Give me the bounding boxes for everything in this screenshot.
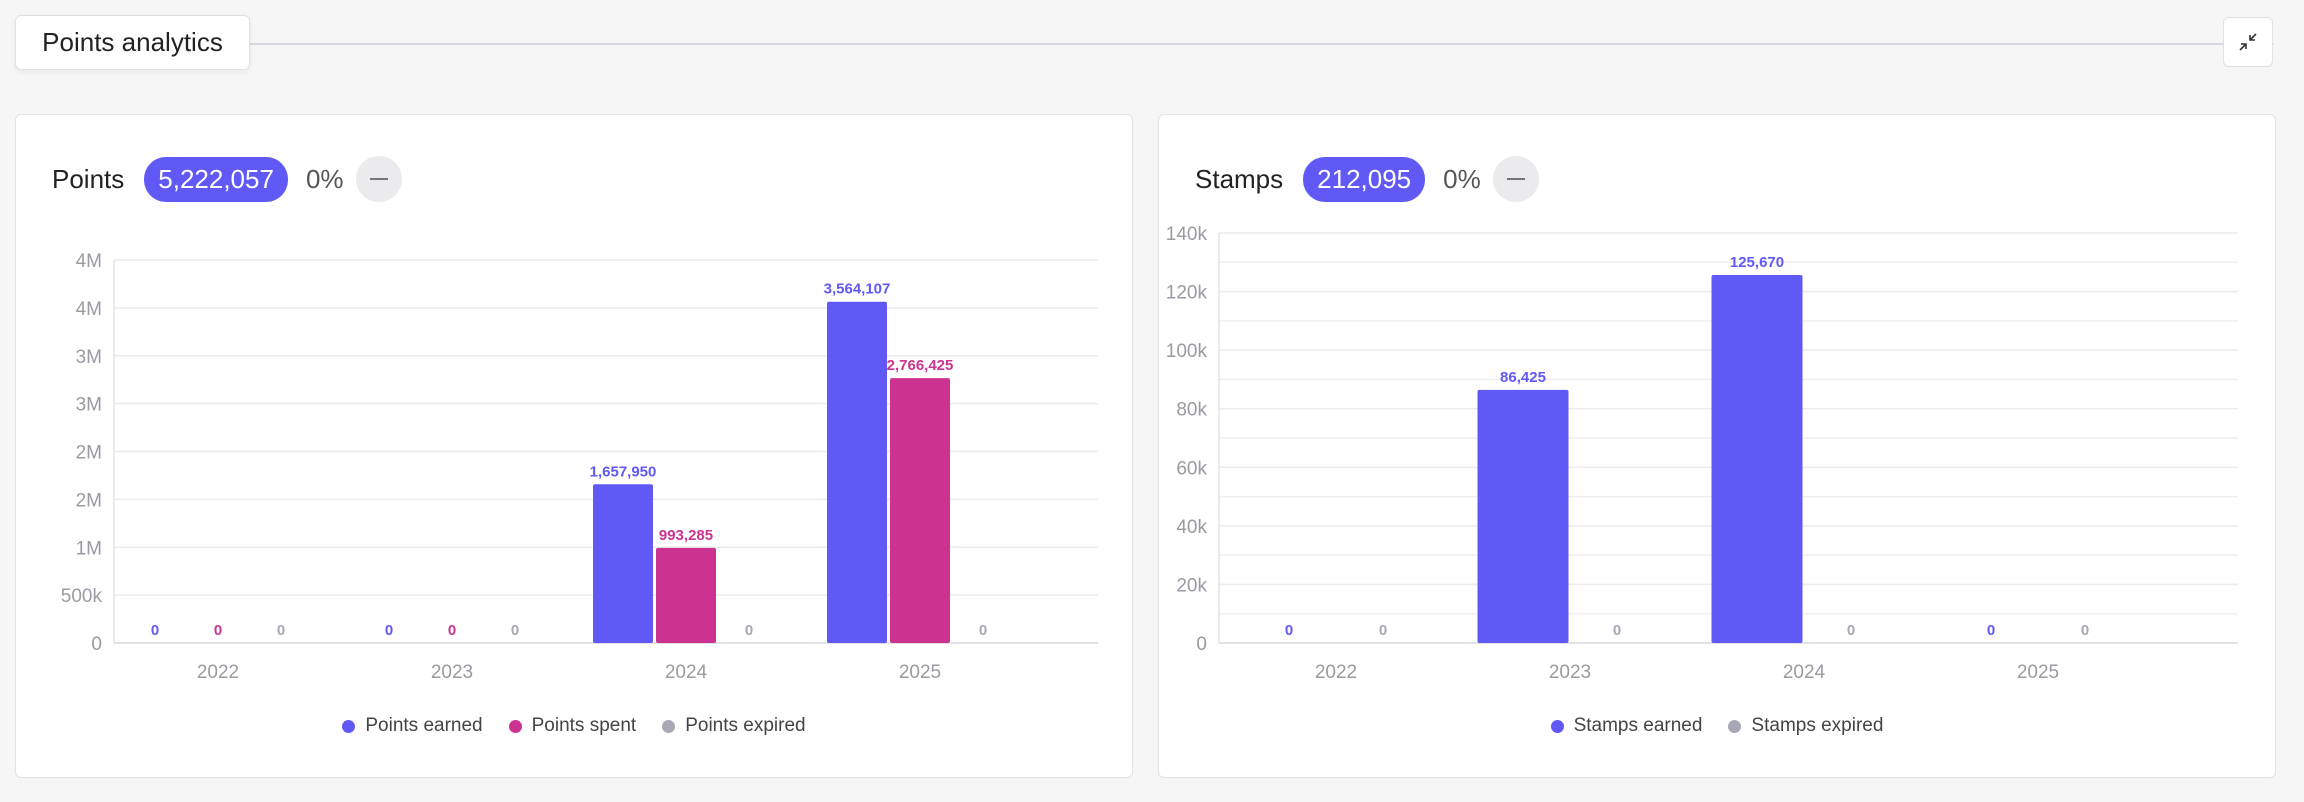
points-card: 0 500k 1M 2M 2M 3M 3M 4M 4M 2022 0 0 0 2023 0 0 0 2024 1,6… — [15, 114, 1133, 778]
x-tick-label: 2022 — [197, 662, 239, 683]
y-tick-label: 4M — [76, 299, 102, 320]
section-title-text: Points analytics — [42, 27, 223, 57]
data-label: 86,425 — [1500, 369, 1546, 386]
x-tick-label: 2022 — [1315, 662, 1357, 683]
y-tick-label: 0 — [1196, 634, 1207, 655]
y-tick-label: 3M — [76, 347, 102, 368]
bar-points-spent — [890, 378, 950, 643]
data-label: 2,766,425 — [887, 357, 954, 374]
y-tick-label: 40k — [1176, 517, 1207, 538]
data-label: 993,285 — [659, 527, 713, 544]
data-label: 0 — [1285, 622, 1293, 639]
stamps-total-badge: 212,095 — [1303, 156, 1426, 202]
dash-icon — [1492, 156, 1539, 202]
x-tick-label: 2025 — [899, 662, 941, 683]
section-title: Points analytics — [15, 15, 250, 70]
data-label: 3,564,107 — [824, 281, 891, 298]
data-label: 0 — [214, 622, 222, 639]
x-tick-label: 2025 — [2017, 662, 2059, 683]
y-tick-label: 2M — [76, 490, 102, 511]
y-tick-label: 20k — [1176, 575, 1207, 596]
data-label: 0 — [2081, 622, 2089, 639]
stamps-card: 0 20k 40k 60k 80k 100k 120k 140k 2022 0 0 2023 86,42… — [1158, 114, 2276, 778]
points-header: Points 5,222,057 0% — [52, 155, 402, 203]
bar-points-earned — [827, 301, 887, 643]
data-label: 0 — [511, 622, 519, 639]
collapse-button[interactable] — [2223, 17, 2273, 67]
y-tick-label: 100k — [1166, 341, 1208, 362]
x-tick-label: 2024 — [665, 662, 708, 683]
x-tick-label: 2024 — [1783, 662, 1826, 683]
header-divider — [250, 43, 2274, 45]
bar-points-earned — [593, 484, 653, 643]
points-legend: Points earned Points spent Points expire… — [16, 715, 1132, 737]
y-tick-label: 80k — [1176, 400, 1207, 421]
data-label: 0 — [1379, 622, 1387, 639]
data-label: 125,670 — [1730, 254, 1784, 271]
bar-points-spent — [656, 547, 716, 643]
y-tick-label: 4M — [76, 251, 102, 272]
legend-dot-icon — [1728, 719, 1742, 733]
data-label: 0 — [979, 622, 987, 639]
bar-stamps-earned — [1711, 274, 1803, 643]
y-tick-label: 3M — [76, 395, 102, 416]
y-tick-label: 500k — [61, 586, 103, 607]
legend-stamps-expired[interactable]: Stamps expired — [1728, 715, 1883, 737]
points-chart: 0 500k 1M 2M 2M 3M 3M 4M 4M 2022 0 0 0 2023 0 0 0 2024 1,6… — [61, 251, 1098, 683]
stamps-legend: Stamps earned Stamps expired — [1159, 715, 2275, 737]
collapse-arrows-icon — [2239, 33, 2257, 51]
bar-stamps-earned — [1477, 389, 1569, 643]
legend-points-spent[interactable]: Points spent — [508, 715, 637, 737]
legend-label: Stamps earned — [1573, 715, 1703, 736]
data-label: 0 — [1613, 622, 1621, 639]
stamps-header: Stamps 212,095 0% — [1195, 155, 1539, 203]
y-tick-label: 1M — [76, 538, 102, 559]
data-label: 0 — [385, 622, 393, 639]
legend-dot-icon — [342, 719, 356, 733]
legend-dot-icon — [662, 719, 676, 733]
legend-label: Stamps expired — [1751, 715, 1884, 736]
legend-label: Points expired — [685, 715, 806, 736]
x-tick-label: 2023 — [1549, 662, 1591, 683]
y-tick-label: 2M — [76, 443, 102, 464]
legend-label: Points earned — [365, 715, 483, 736]
stamps-change: 0% — [1443, 163, 1481, 194]
points-change: 0% — [305, 163, 344, 194]
legend-points-expired[interactable]: Points expired — [662, 715, 806, 737]
data-label: 0 — [1987, 622, 1995, 639]
y-tick-label: 140k — [1166, 224, 1208, 245]
y-tick-label: 60k — [1176, 458, 1207, 479]
legend-dot-icon — [508, 719, 522, 733]
data-label: 1,657,950 — [590, 463, 657, 480]
y-tick-label: 0 — [91, 634, 102, 655]
legend-dot-icon — [1550, 719, 1564, 733]
data-label: 0 — [1847, 622, 1855, 639]
stamps-title: Stamps — [1195, 163, 1284, 194]
legend-label: Points spent — [531, 715, 637, 736]
stamps-chart: 0 20k 40k 60k 80k 100k 120k 140k 2022 0 0 2023 86,42… — [1166, 224, 2238, 683]
legend-points-earned[interactable]: Points earned — [342, 715, 483, 737]
y-tick-label: 120k — [1166, 283, 1208, 304]
data-label: 0 — [151, 622, 159, 639]
x-tick-label: 2023 — [431, 662, 473, 683]
points-title: Points — [52, 163, 125, 194]
points-total-badge: 5,222,057 — [144, 156, 288, 202]
data-label: 0 — [745, 622, 753, 639]
legend-stamps-earned[interactable]: Stamps earned — [1550, 715, 1703, 737]
data-label: 0 — [277, 622, 285, 639]
dash-icon — [355, 156, 402, 202]
data-label: 0 — [448, 622, 456, 639]
